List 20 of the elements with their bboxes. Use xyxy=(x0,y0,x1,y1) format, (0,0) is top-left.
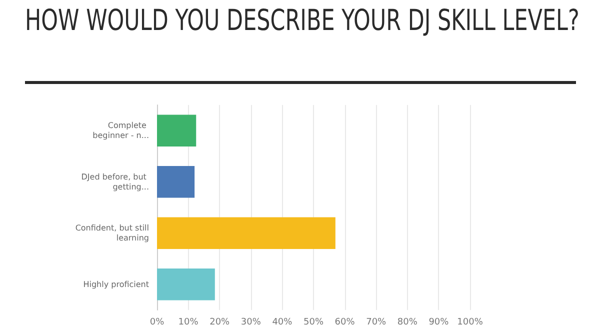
x-tick-label: 90% xyxy=(428,318,450,328)
y-tick-label: Complete beginner - n... xyxy=(92,121,149,140)
x-tick-label: 20% xyxy=(210,318,230,328)
x-tick-label: 70% xyxy=(366,318,387,328)
x-tick-label: 80% xyxy=(397,318,418,328)
x-tick-label: 60% xyxy=(334,318,356,328)
x-tick-label: 100% xyxy=(457,318,484,328)
x-tick-label: 30% xyxy=(240,318,262,328)
chart-title: HOW WOULD YOU DESCRIBE YOUR DJ SKILL LEVEL? xyxy=(25,2,580,38)
bar xyxy=(157,114,196,147)
x-tick-label: 50% xyxy=(303,318,324,328)
bar xyxy=(157,217,336,250)
bar xyxy=(157,166,195,198)
y-tick-label: Confident, but still learning xyxy=(75,224,149,243)
x-tick-label: 10% xyxy=(178,318,199,328)
bar xyxy=(157,268,215,300)
x-tick-label: 0% xyxy=(150,318,165,328)
x-tick-label: 40% xyxy=(272,318,293,328)
y-tick-label: DJed before, but getting... xyxy=(81,172,149,192)
y-tick-label: Highly proficient xyxy=(83,280,149,289)
